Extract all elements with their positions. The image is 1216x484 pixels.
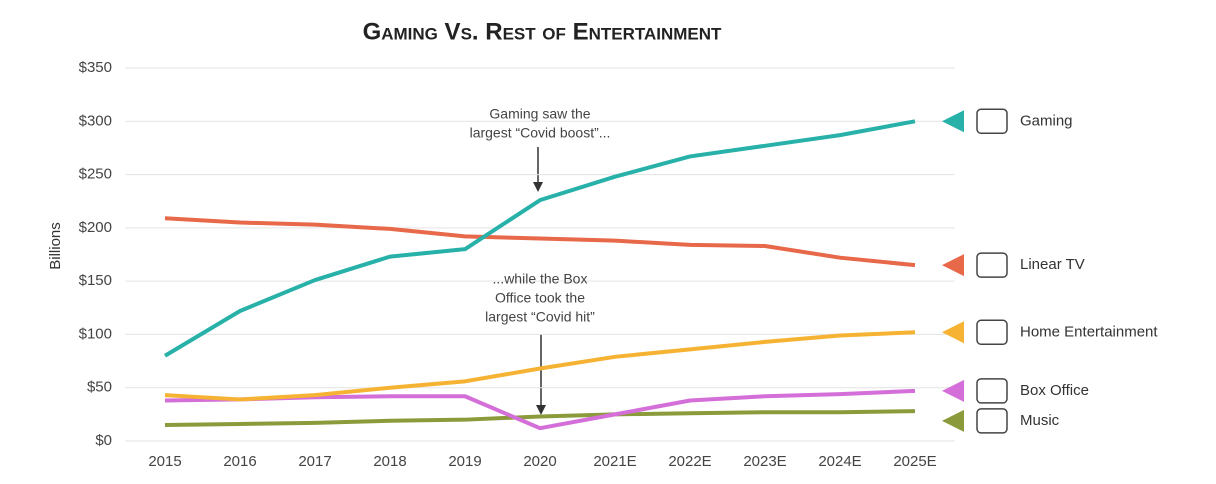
- legend-marker: [942, 254, 964, 277]
- x-tick-label: 2021E: [593, 453, 636, 470]
- y-tick-label: $0: [95, 432, 112, 449]
- legend-item: Box Office: [942, 378, 1089, 404]
- y-tick-label: $350: [79, 59, 112, 76]
- annotation-arrows: [533, 147, 546, 415]
- x-tick-label: 2017: [298, 453, 331, 470]
- x-tick-label: 2022E: [668, 453, 711, 470]
- x-tick-label: 2019: [448, 453, 481, 470]
- legend-marker: [942, 409, 964, 432]
- y-tick-label: $300: [79, 112, 112, 129]
- annotation: Gaming saw the: [489, 106, 590, 122]
- y-axis-label: Billions: [47, 222, 64, 270]
- legend-label: Music: [1020, 412, 1060, 429]
- annotation: Office took the: [495, 290, 585, 306]
- y-tick-label: $50: [87, 379, 112, 396]
- legend-label: Linear TV: [1020, 256, 1085, 273]
- legend-item: Home Entertainment: [942, 319, 1158, 346]
- legend-icon: [976, 108, 1008, 135]
- x-tick-label: 2025E: [893, 453, 936, 470]
- x-tick-label: 2020: [523, 453, 556, 470]
- legend-label: Gaming: [1020, 112, 1073, 129]
- legend-marker: [942, 110, 964, 133]
- annotation: ...while the Box: [493, 271, 588, 287]
- x-tick-label: 2024E: [818, 453, 861, 470]
- y-tick-label: $200: [79, 219, 112, 236]
- x-tick-label: 2023E: [743, 453, 786, 470]
- legend-icon: [976, 319, 1008, 346]
- y-tick-label: $150: [79, 272, 112, 289]
- chart-title: Gaming Vs. Rest of Entertainment: [363, 18, 722, 45]
- legend-marker: [942, 379, 964, 402]
- legend-icon: [976, 252, 1008, 278]
- annotation: largest “Covid hit”: [485, 309, 595, 325]
- series-line: [164, 216, 916, 268]
- x-tick-label: 2016: [223, 453, 256, 470]
- legend-item: Music: [942, 408, 1060, 434]
- legend-marker: [942, 321, 964, 344]
- arrow-head: [536, 405, 546, 415]
- y-tick-label: $250: [79, 166, 112, 183]
- series-line: [164, 330, 916, 402]
- legend-icon: [976, 378, 1008, 404]
- x-tick-label: 2018: [373, 453, 406, 470]
- legend-item: Gaming: [942, 108, 1073, 135]
- x-tick-label: 2015: [148, 453, 181, 470]
- legend-item: Linear TV: [942, 252, 1085, 278]
- legend-icon: [976, 408, 1008, 434]
- arrow-head: [533, 182, 543, 192]
- y-tick-label: $100: [79, 325, 112, 342]
- series-line: [164, 409, 916, 428]
- legend-label: Box Office: [1020, 382, 1089, 399]
- legend-label: Home Entertainment: [1020, 323, 1158, 340]
- series-line: [163, 119, 916, 358]
- annotation: largest “Covid boost”...: [470, 125, 611, 141]
